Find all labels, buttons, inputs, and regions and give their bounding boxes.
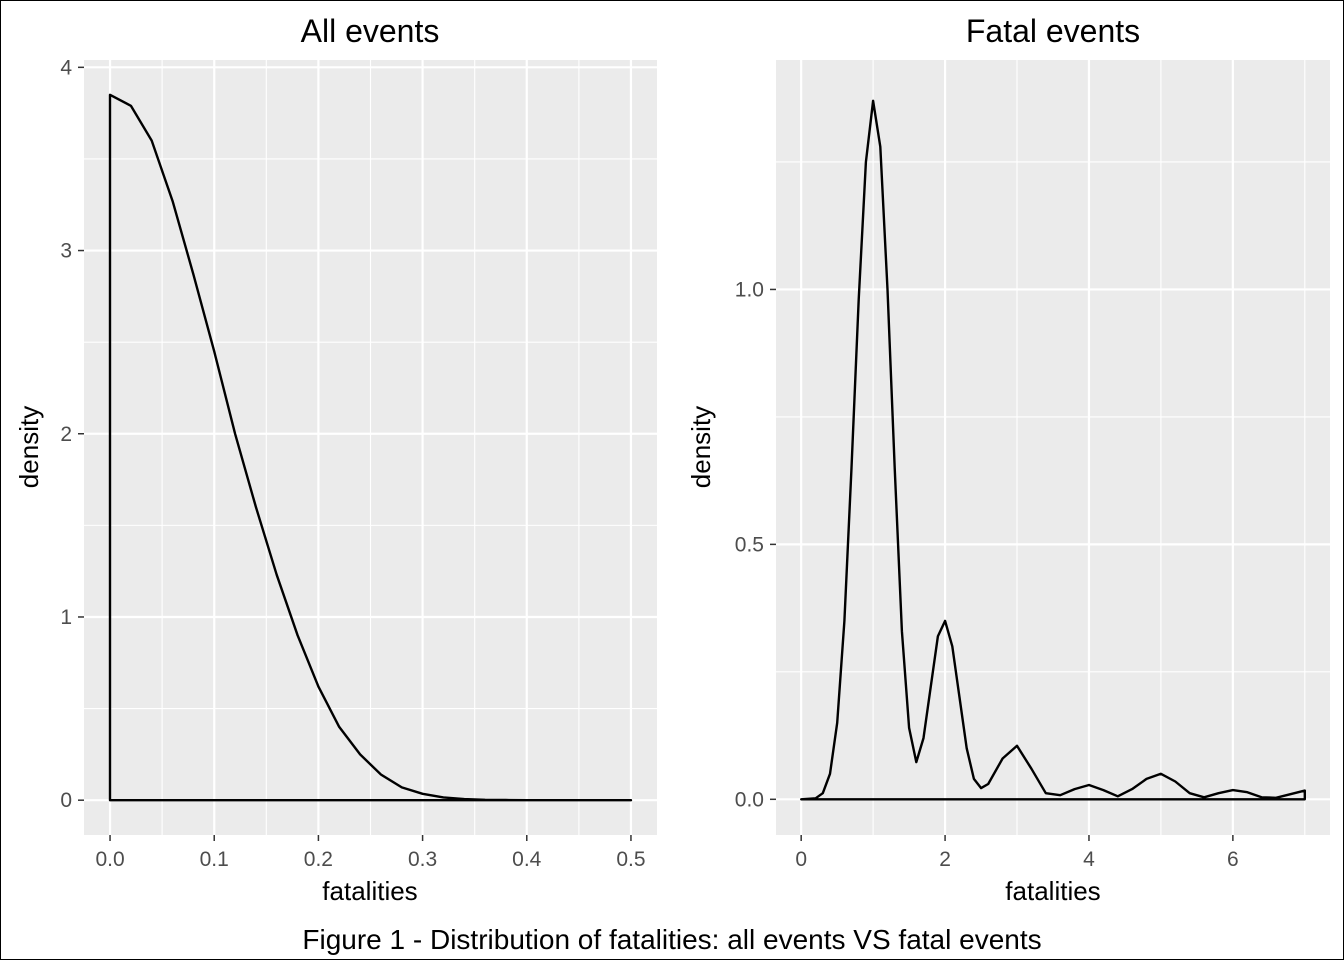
y-tick-label: 0.0 xyxy=(735,788,764,811)
y-tick-labels: 0 1 2 3 4 xyxy=(60,56,72,812)
y-tick-label: 0 xyxy=(60,789,72,812)
x-tick-label: 0.1 xyxy=(200,848,229,871)
x-axis-label: fatalities xyxy=(1005,876,1100,906)
x-tick-label: 0.4 xyxy=(512,848,542,871)
x-tick-labels: 0 2 4 6 xyxy=(795,848,1238,871)
density-curve-fatal-events xyxy=(800,99,1306,801)
x-tick-labels: 0.0 0.1 0.2 0.3 0.4 0.5 xyxy=(95,848,645,871)
x-tick-label: 0 xyxy=(795,848,807,871)
y-tick-label: 1 xyxy=(60,606,72,629)
panel-background xyxy=(776,60,1330,835)
panel-title-fatal-events: Fatal events xyxy=(966,13,1140,49)
x-tick-label: 0.3 xyxy=(408,848,437,871)
figure-caption: Figure 1 - Distribution of fatalities: a… xyxy=(302,924,1041,955)
y-tick-label: 3 xyxy=(60,240,72,263)
x-tick-label: 2 xyxy=(939,848,951,871)
tick-marks xyxy=(78,66,632,841)
x-axis-label: fatalities xyxy=(322,876,417,906)
panel-fatal-events: Fatal events 0 2 4 6 0.0 0.5 1.0 fatalities d… xyxy=(686,13,1330,906)
panel-title-all-events: All events xyxy=(301,13,440,49)
x-tick-label: 6 xyxy=(1227,848,1239,871)
panel-all-events: All events 0.0 0.1 0.2 0.3 0.4 0.5 0 1 2 3 4 fata… xyxy=(14,13,657,906)
x-tick-label: 0.2 xyxy=(304,848,333,871)
y-axis-label: density xyxy=(14,406,44,488)
y-tick-label: 4 xyxy=(60,56,72,79)
y-tick-label: 1.0 xyxy=(735,278,764,301)
y-tick-label: 0.5 xyxy=(735,533,764,556)
density-curve-all-events xyxy=(108,93,633,802)
x-tick-label: 4 xyxy=(1083,848,1095,871)
tick-marks xyxy=(770,288,1234,841)
y-axis-label: density xyxy=(686,406,716,488)
y-tick-labels: 0.0 0.5 1.0 xyxy=(735,278,764,811)
y-tick-label: 2 xyxy=(60,423,72,446)
x-tick-label: 0.0 xyxy=(95,848,124,871)
x-tick-label: 0.5 xyxy=(616,848,645,871)
